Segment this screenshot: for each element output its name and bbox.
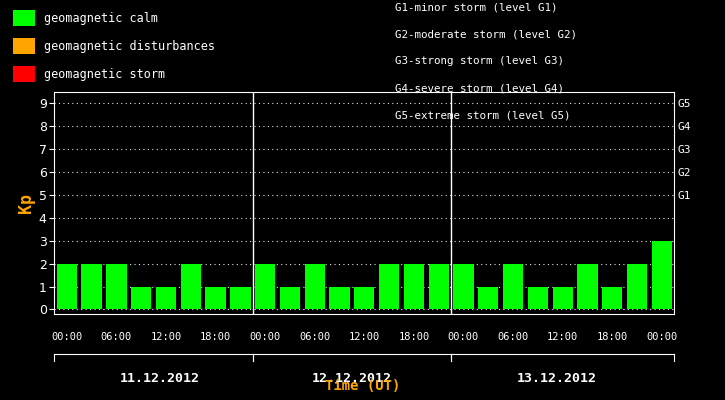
Bar (205, 286, 225, 310)
Text: G2-moderate storm (level G2): G2-moderate storm (level G2) (395, 29, 577, 39)
Bar (230, 286, 251, 310)
Text: 06:00: 06:00 (299, 332, 331, 342)
Bar (627, 264, 647, 310)
Text: 00:00: 00:00 (51, 332, 83, 342)
Text: 12:00: 12:00 (150, 332, 181, 342)
Text: G4-severe storm (level G4): G4-severe storm (level G4) (395, 84, 564, 94)
Text: geomagnetic calm: geomagnetic calm (44, 12, 157, 24)
Bar (280, 286, 300, 310)
Text: 13.12.2012: 13.12.2012 (516, 372, 597, 385)
Bar (577, 264, 597, 310)
Bar (304, 264, 325, 310)
Text: 12.12.2012: 12.12.2012 (312, 372, 392, 385)
Bar (329, 286, 349, 310)
Text: 00:00: 00:00 (646, 332, 677, 342)
Bar (453, 264, 473, 310)
Bar (503, 264, 523, 310)
Text: 11.12.2012: 11.12.2012 (120, 372, 200, 385)
Text: G5-extreme storm (level G5): G5-extreme storm (level G5) (395, 111, 571, 121)
Bar (478, 286, 499, 310)
Bar (552, 286, 573, 310)
Text: 18:00: 18:00 (200, 332, 231, 342)
Bar (652, 241, 672, 310)
Text: geomagnetic storm: geomagnetic storm (44, 68, 165, 80)
Text: 00:00: 00:00 (448, 332, 479, 342)
Text: 12:00: 12:00 (547, 332, 579, 342)
Bar (428, 264, 449, 310)
Text: G1-minor storm (level G1): G1-minor storm (level G1) (395, 2, 558, 12)
Bar (57, 264, 77, 310)
Text: 00:00: 00:00 (249, 332, 281, 342)
Bar (528, 286, 548, 310)
Text: 12:00: 12:00 (349, 332, 380, 342)
Text: Time (UT): Time (UT) (325, 379, 400, 393)
Bar (106, 264, 127, 310)
Bar (379, 264, 399, 310)
Text: G3-strong storm (level G3): G3-strong storm (level G3) (395, 56, 564, 66)
Bar (131, 286, 152, 310)
Text: geomagnetic disturbances: geomagnetic disturbances (44, 40, 215, 52)
Text: 06:00: 06:00 (101, 332, 132, 342)
Text: 06:00: 06:00 (497, 332, 529, 342)
Bar (602, 286, 623, 310)
Bar (354, 286, 375, 310)
Bar (404, 264, 424, 310)
Bar (81, 264, 102, 310)
Bar (255, 264, 276, 310)
Bar (181, 264, 201, 310)
Text: 18:00: 18:00 (597, 332, 628, 342)
Y-axis label: Kp: Kp (17, 193, 35, 213)
Bar (156, 286, 176, 310)
Text: 18:00: 18:00 (398, 332, 429, 342)
